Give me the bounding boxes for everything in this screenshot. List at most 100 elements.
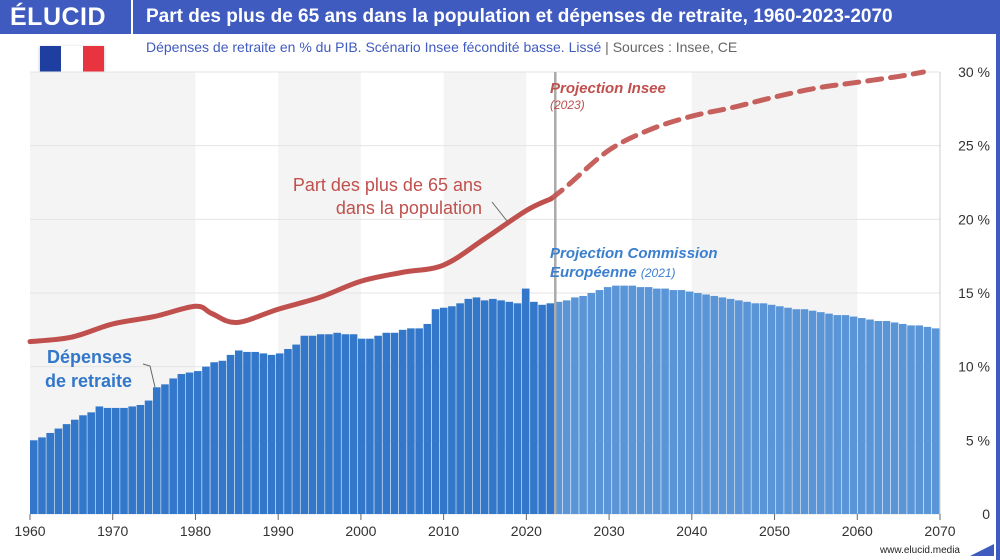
bar-historical [144, 400, 153, 514]
bar-historical [136, 404, 145, 514]
bar-historical [193, 371, 202, 514]
sources-text: Sources : Insee, CE [612, 39, 738, 55]
bar-historical [530, 301, 538, 514]
x-tick-label: 1990 [263, 523, 294, 539]
bar-historical [357, 338, 366, 514]
bar-historical [448, 306, 456, 514]
header: ÉLUCID Part des plus de 65 ans dans la p… [0, 0, 1000, 34]
bar-historical [177, 374, 186, 514]
bar-historical [538, 304, 546, 514]
bar-projection [858, 318, 866, 514]
bar-projection [603, 287, 612, 514]
y-tick-label: 0 [982, 506, 990, 522]
bar-projection [726, 298, 735, 514]
bar-historical [54, 428, 63, 514]
y-tick-label: 20 % [958, 211, 990, 227]
bar-projection [620, 285, 628, 514]
bar-historical [521, 288, 530, 514]
bar-historical [169, 378, 177, 514]
bar-projection [792, 309, 801, 514]
bar-projection [661, 288, 669, 514]
bar-historical [210, 362, 218, 514]
projection-ce-label: Projection Commission [550, 245, 718, 262]
bar-historical [38, 437, 46, 514]
bar-historical [366, 338, 374, 514]
bar-historical [103, 407, 112, 514]
bar-historical [226, 354, 235, 514]
bar-historical [464, 298, 473, 514]
x-tick-label: 2070 [924, 523, 955, 539]
right-border [996, 34, 1000, 560]
x-tick-label: 2000 [345, 523, 376, 539]
bar-projection [800, 309, 809, 514]
bar-historical [218, 360, 227, 514]
bar-projection [907, 325, 915, 514]
x-tick-label: 2030 [594, 523, 625, 539]
bar-historical [152, 387, 161, 514]
elucid-logo: ÉLUCID [10, 3, 107, 31]
bar-projection [849, 316, 858, 514]
subtitle-text: Dépenses de retraite en % du PIB. Scénar… [146, 39, 602, 55]
bar-projection [743, 301, 751, 514]
bar-projection [554, 301, 563, 514]
x-tick-label: 2050 [759, 523, 790, 539]
bar-historical [234, 350, 243, 514]
chart-title: Part des plus de 65 ans dans la populati… [146, 6, 893, 27]
subtitle-separator: | [605, 39, 609, 55]
bar-projection [931, 328, 940, 514]
bar-historical [161, 384, 169, 514]
bar-projection [718, 297, 727, 514]
line-projection [548, 69, 926, 202]
bar-projection [817, 312, 825, 514]
bar-projection [767, 304, 776, 514]
projection-insee-year: (2023) [550, 98, 585, 112]
bar-historical [30, 440, 38, 514]
bar-projection [595, 290, 604, 514]
bar-projection [874, 320, 883, 514]
bar-historical [251, 351, 259, 514]
bar-historical [374, 335, 382, 514]
bar-historical [382, 332, 391, 514]
bar-historical [308, 335, 317, 514]
bar-label-leader [142, 363, 156, 388]
bar-historical [390, 332, 399, 514]
bar-projection [562, 300, 571, 514]
header-divider [131, 0, 133, 34]
y-tick-label: 10 % [958, 359, 990, 375]
y-tick-label: 5 % [966, 432, 990, 448]
bar-projection [702, 294, 710, 514]
bar-projection [571, 297, 579, 514]
footer-triangle-icon [970, 544, 994, 556]
bar-historical [267, 354, 276, 514]
bar-historical [546, 303, 555, 514]
bar-historical [415, 328, 423, 514]
bar-projection [685, 291, 694, 514]
bar-historical [202, 366, 210, 514]
projection-insee-label: Projection Insee [550, 80, 666, 97]
bar-historical [472, 297, 481, 514]
bar-projection [644, 287, 653, 514]
line-label: dans la population [336, 198, 482, 218]
bar-historical [407, 328, 415, 514]
bar-label: de retraite [45, 371, 132, 391]
bar-historical [456, 303, 464, 514]
bar-historical [316, 334, 325, 514]
bar-projection [825, 313, 833, 514]
bar-projection [833, 315, 842, 514]
footer-url[interactable]: www.elucid.media [879, 545, 960, 556]
bar-historical [128, 406, 136, 514]
bar-historical [79, 415, 87, 514]
x-tick-label: 1970 [97, 523, 128, 539]
bar-label: Dépenses [47, 347, 132, 367]
bar-historical [439, 307, 448, 514]
bar-projection [866, 319, 874, 514]
x-tick-label: 2020 [511, 523, 542, 539]
bar-projection [841, 315, 850, 514]
bar-projection [751, 303, 760, 514]
bar-historical [497, 300, 505, 514]
bar-historical [341, 334, 350, 514]
x-tick-label: 2040 [676, 523, 707, 539]
bar-projection [890, 322, 899, 514]
bar-projection [776, 306, 784, 514]
bar-projection [759, 303, 768, 514]
